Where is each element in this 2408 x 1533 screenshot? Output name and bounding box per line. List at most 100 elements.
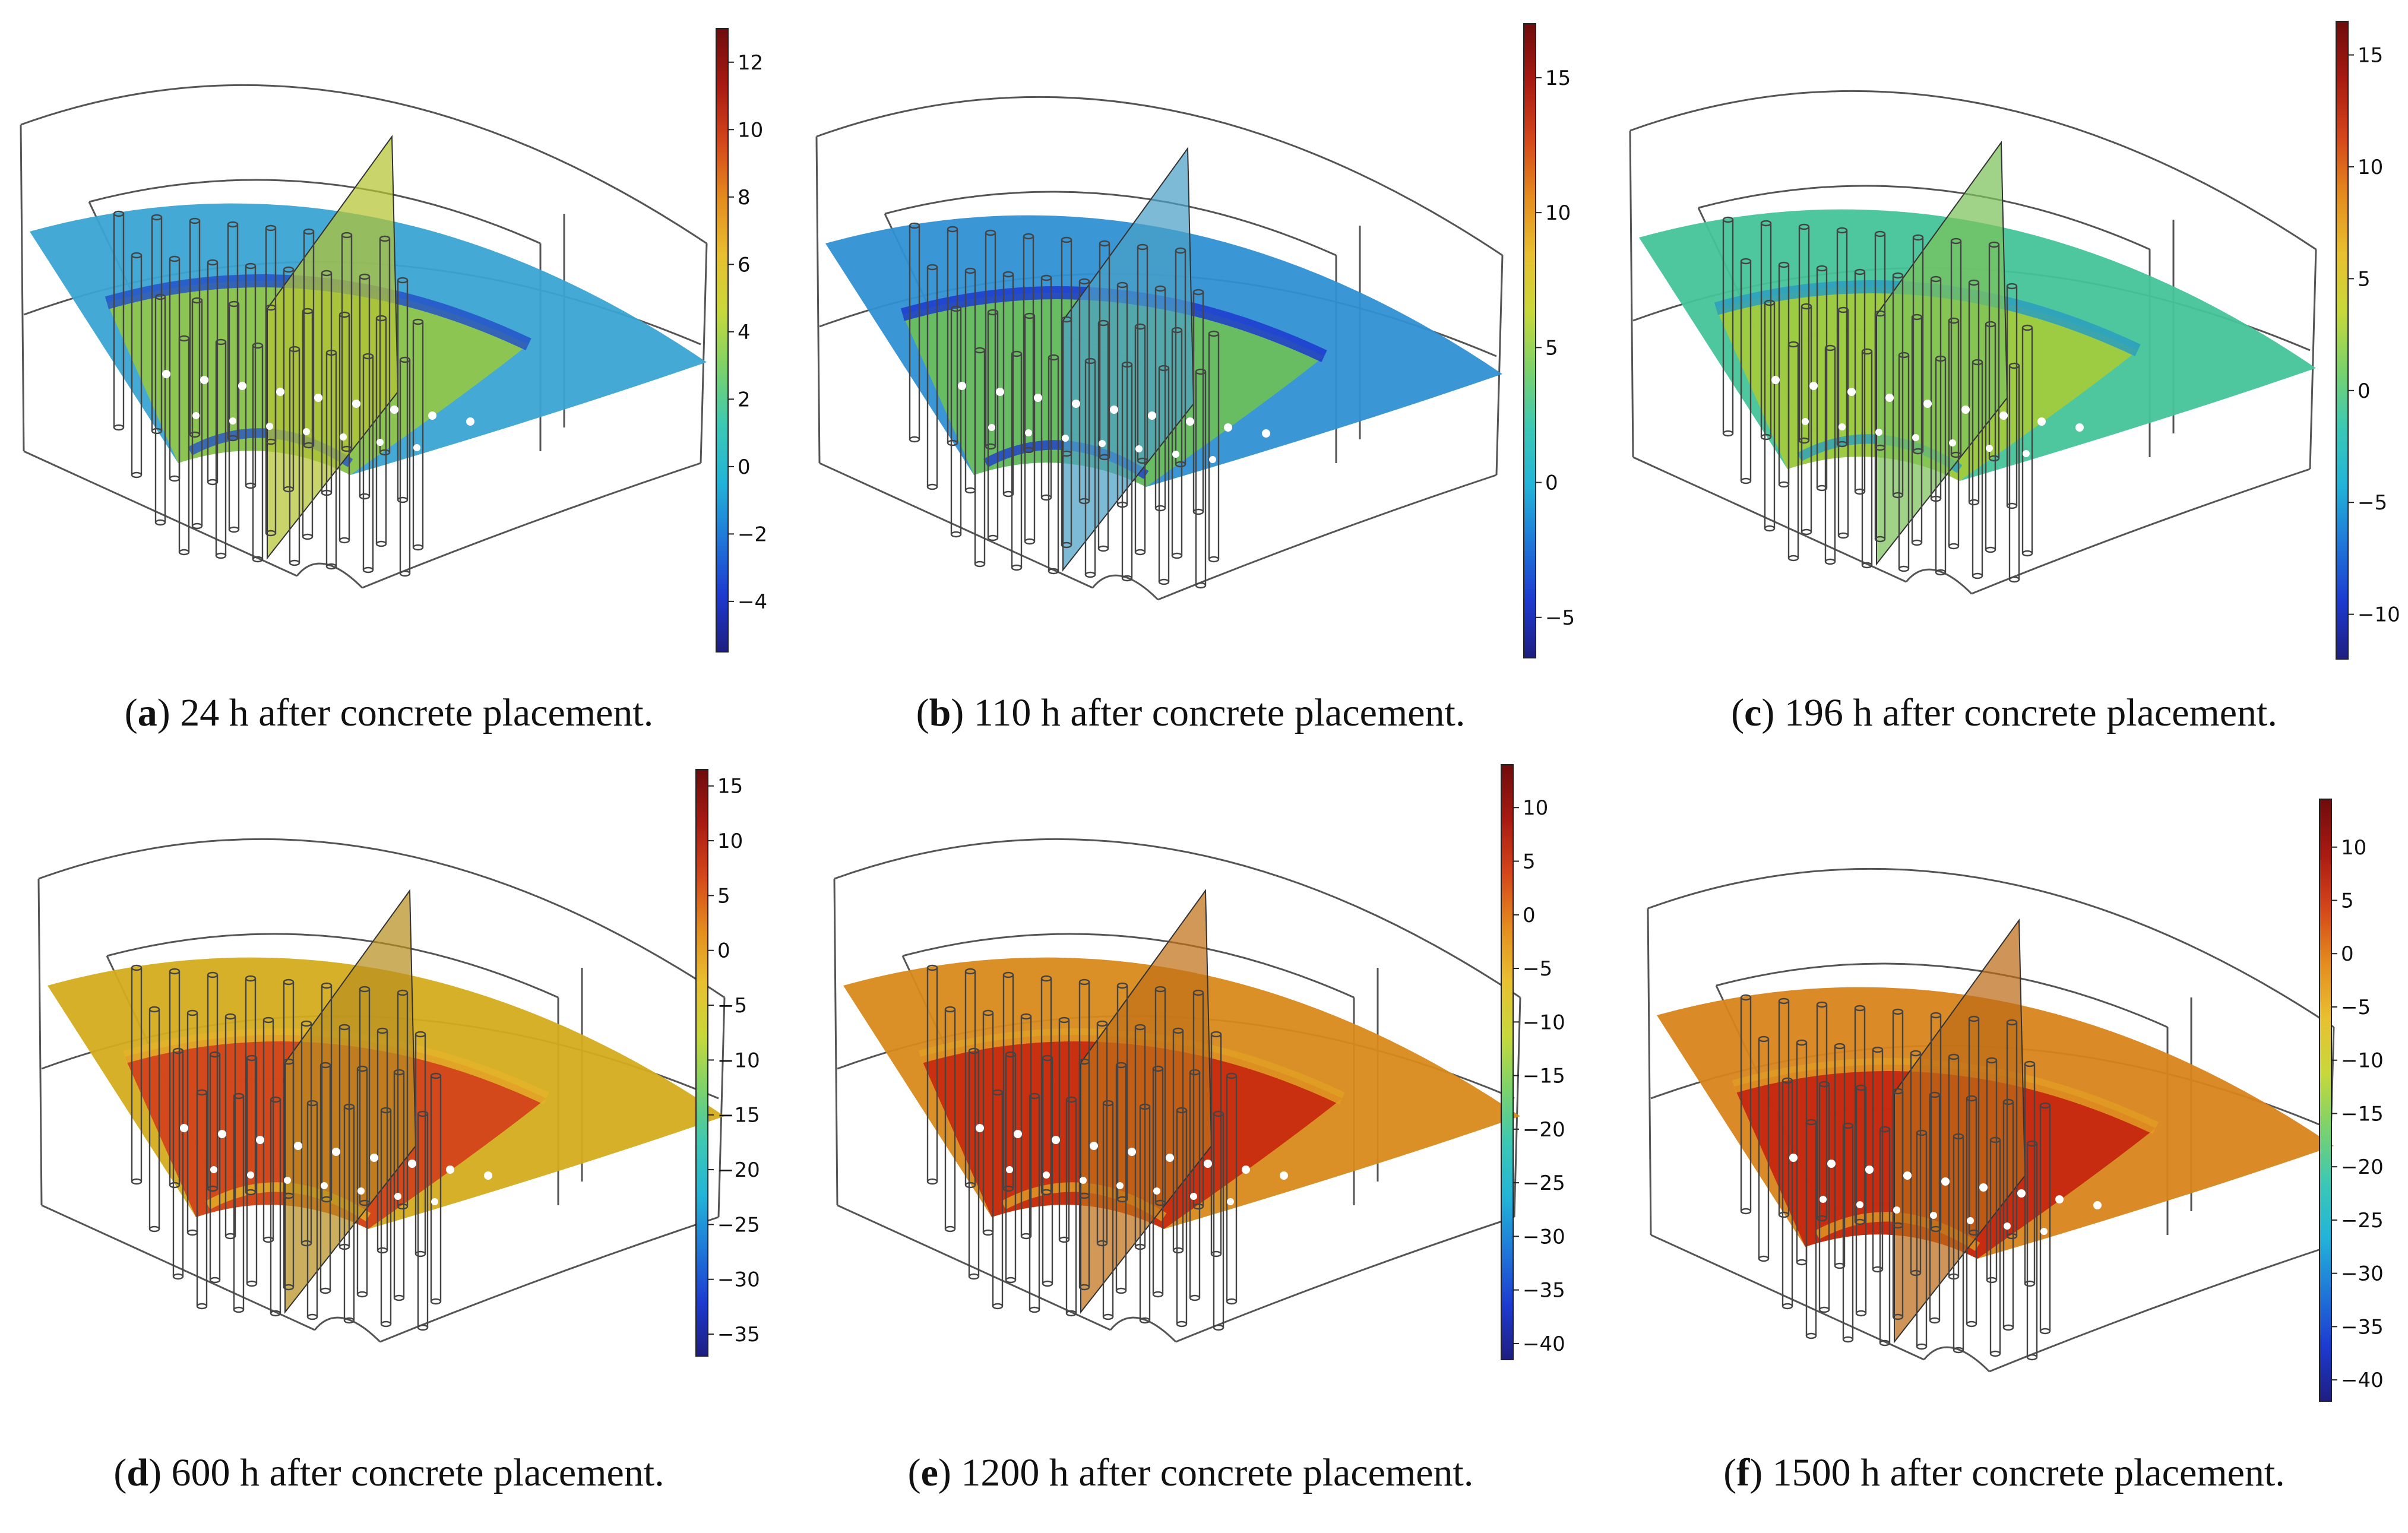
colorbar-tick-label: 5 [1523,850,1536,873]
colorbar: 15 10 5 0 −5 [1523,23,1575,658]
colorbar-tick: 10 [2331,836,2366,860]
colorbar-tick: −10 [1513,1011,1565,1034]
pile-head-markers [976,1124,1308,1216]
panel-caption: (a) 24 h after concrete placement. [125,691,654,734]
colorbar-tick-label: −20 [1523,1118,1565,1142]
colorbar-tick: −35 [2331,1315,2384,1339]
colorbar-tick: 15 [2348,44,2383,68]
colorbar-tick: 10 [728,118,763,142]
colorbar: 15 10 5 0 −5 −10 −15 −20 −25 −30 −35 [695,769,760,1357]
colorbar-tick: 10 [1513,796,1548,820]
colorbar-tick: −5 [2348,491,2387,515]
colorbar-tick-label: −25 [717,1213,760,1237]
colorbar-tick-label: 10 [1545,201,1571,225]
colorbar-tick-label: −5 [2341,996,2371,1019]
colorbar-tick-label: −25 [2341,1209,2384,1233]
vertical-section-plane [284,889,417,1314]
colorbar-tick-label: 2 [738,388,751,411]
colorbar-tick-label: 5 [1545,336,1558,360]
colorbar-tick-label: 5 [2358,267,2371,291]
colorbar-tick: −15 [2331,1102,2384,1126]
colorbar-tick: −20 [2331,1155,2384,1179]
colorbar-tick-label: 10 [1523,796,1548,820]
pile-head-markers [162,370,494,462]
colorbar: 10 5 0 −5 −10 −15 −20 −25 −30 −35 −40 [2319,799,2384,1402]
colorbar-tick: −30 [1513,1225,1565,1249]
colorbar-tick: −20 [1513,1118,1565,1142]
colorbar-tick: −40 [1513,1332,1565,1356]
colorbar-tick: 8 [728,186,751,210]
colorbar-tick: 5 [2348,267,2371,291]
colorbar-tick-label: 12 [738,51,763,75]
colorbar-tick-label: 8 [738,186,751,210]
colorbar-tick: 0 [2331,942,2354,966]
panel-label: f [1736,1451,1750,1494]
colorbar-tick-label: 0 [2341,942,2354,966]
panel-label: d [126,1451,148,1494]
colorbar-tick: −5 [708,994,747,1018]
colorbar-tick: −5 [1513,957,1552,981]
panel-a: 12 10 8 6 4 2 0 −2 −4 (a) 24 h after concrete pla… [20,28,767,734]
colorbar-tick-label: 15 [2358,44,2383,68]
colorbar-tick: 5 [1536,336,1558,360]
panel-b: 15 10 5 0 −5 (b) 110 h after concrete placeme… [815,23,1575,734]
colorbar-tick: −2 [728,522,767,546]
colorbar-tick-label: −15 [1523,1065,1565,1088]
colorbar-tick-label: −40 [2341,1369,2384,1392]
colorbar-tick-label: 0 [738,455,751,479]
colorbar-tick-label: 10 [717,829,743,853]
colorbar-tick: −15 [1513,1065,1565,1088]
colorbar-tick: 12 [728,51,763,75]
pile-array [926,964,1238,1331]
panel-d: 15 10 5 0 −5 −10 −15 −20 −25 −30 −35 (d) 600 h afte… [37,769,760,1494]
colorbar-tick-label: 6 [738,253,751,277]
pile-array [113,210,424,577]
panel-label: c [1744,691,1761,734]
colorbar-tick-label: 15 [1545,66,1571,90]
colorbar-tick-label: 10 [2358,156,2383,179]
colorbar-tick-label: 0 [1523,904,1536,927]
panel-c: 15 10 5 0 −5 −10 (c) 196 h after concrete plac… [1629,21,2400,734]
colorbar-tick: 10 [708,829,743,853]
colorbar-tick: 10 [1536,201,1571,225]
colorbar-tick: −25 [2331,1209,2384,1233]
vertical-section-plane [1080,889,1213,1314]
panel-caption: (b) 110 h after concrete placement. [916,691,1466,734]
colorbar-tick: 10 [2348,156,2383,179]
pile-array [1740,994,2051,1361]
pile-array [1722,216,2033,583]
colorbar-tick-label: −10 [2341,1049,2384,1073]
colorbar-tick: −30 [708,1268,760,1292]
colorbar-tick-label: 0 [717,939,730,963]
panel-f: 10 5 0 −5 −10 −15 −20 −25 −30 −35 −40 (f) 1500 h af… [1647,799,2384,1494]
colorbar-tick-label: 4 [738,321,751,344]
colorbar-tick: 15 [708,775,743,799]
colorbar-tick-label: −25 [1523,1171,1565,1195]
colorbar-tick: 2 [728,388,751,411]
colorbar-tick-label: −2 [738,522,767,546]
colorbar-tick: −25 [1513,1171,1565,1195]
colorbar-tick-label: −30 [2341,1262,2384,1286]
colorbar-tick-label: 10 [2341,836,2366,860]
colorbar-tick: 5 [1513,850,1536,873]
panel-label: b [929,691,951,734]
panel-label: e [921,1451,938,1494]
colorbar-tick-label: 15 [717,775,743,799]
pile-head-markers [180,1124,512,1216]
colorbar-tick: −5 [1536,606,1575,630]
panel-label: a [138,691,157,734]
colorbar-tick-label: −30 [1523,1225,1565,1249]
colorbar-tick-label: −35 [717,1323,760,1347]
colorbar-tick: 0 [728,455,751,479]
colorbar-tick-label: −5 [717,994,747,1018]
colorbar-tick: −30 [2331,1262,2384,1286]
colorbar: 10 5 0 −5 −10 −15 −20 −25 −30 −35 −40 [1501,764,1565,1360]
panel-caption: (d) 600 h after concrete placement. [113,1451,664,1494]
colorbar-tick: −10 [2331,1049,2384,1073]
colorbar-tick-label: 0 [1545,471,1558,495]
colorbar-tick: 0 [708,939,730,963]
colorbar: 12 10 8 6 4 2 0 −2 −4 [716,28,767,653]
colorbar-tick: 0 [1513,904,1536,927]
panel-caption: (f) 1500 h after concrete placement. [1723,1451,2285,1494]
